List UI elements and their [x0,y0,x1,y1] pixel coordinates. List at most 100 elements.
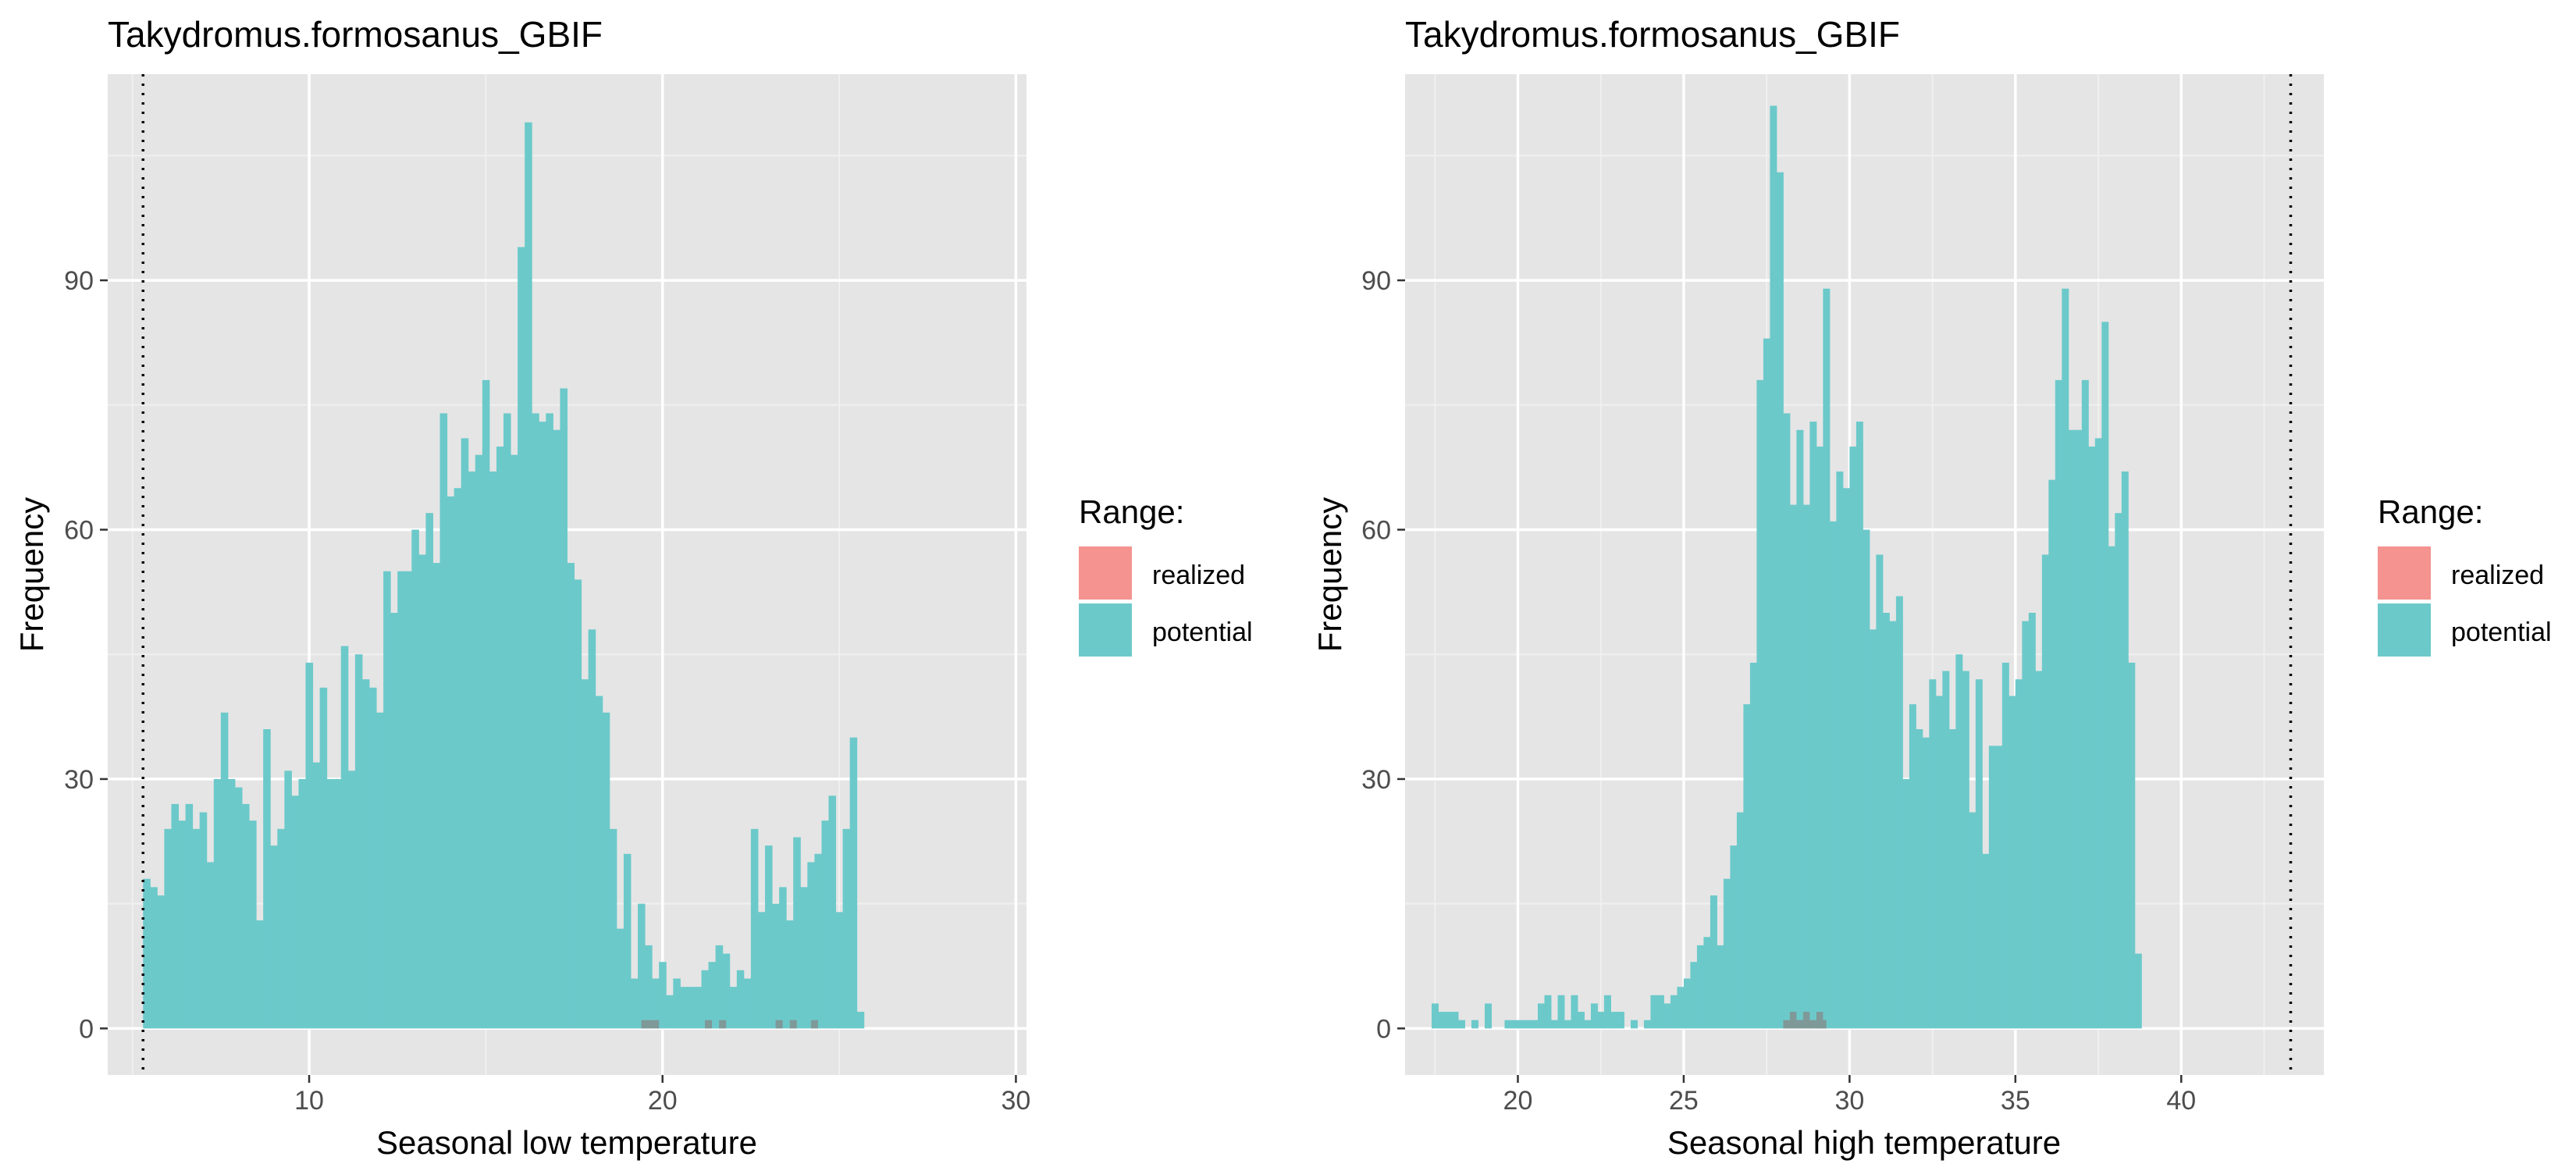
histogram-bar-potential [772,903,780,1029]
histogram-bar-potential [659,962,667,1029]
x-tick-label: 40 [2166,1086,2196,1116]
histogram-bar-potential [2081,379,2089,1029]
histogram-bar-potential [1571,995,1578,1029]
histogram-bar-potential [1863,529,1870,1029]
histogram-bar-potential [1544,995,1552,1029]
chart-1-y-axis-label: Frequency [13,497,50,652]
histogram-bar-potential [708,962,717,1029]
histogram-bar-potential [779,887,787,1029]
histogram-bar-potential [1842,488,1850,1029]
histogram-bar-potential [1597,1012,1605,1029]
chart-1-legend: Range: realized potential [1079,493,1253,657]
histogram-bar-potential [1995,746,2003,1029]
histogram-bar-potential [418,554,426,1029]
histogram-bar-potential [2062,288,2069,1029]
histogram-bar-potential [1590,1003,1598,1029]
histogram-bar-potential [1789,504,1797,1029]
histogram-bar-potential [298,778,307,1029]
histogram-bar-potential [178,820,187,1029]
chart-2-legend-title: Range: [2378,493,2483,530]
histogram-bar-potential [1922,737,1930,1029]
histogram-bar-potential [1809,422,1817,1029]
histogram-bar-potential [1451,1012,1459,1029]
histogram-bar-potential [312,762,321,1029]
histogram-bar-potential [525,122,532,1029]
chart-panel-2: Takydromus.formosanus_GBIF 20 25 30 35 40 0 3… [1311,14,2552,1161]
histogram-bar-potential [1517,1020,1525,1029]
y-tick-label: 90 [64,266,94,296]
histogram-bar-potential [1756,379,1764,1029]
histogram-bar-potential [1856,422,1863,1029]
histogram-bar-potential [2108,546,2115,1029]
histogram-bar-potential [319,687,328,1029]
histogram-bar-potential [581,679,589,1029]
histogram-bar-potential [856,1012,865,1029]
histogram-bar-potential [842,828,851,1029]
histogram-bar-potential [2001,662,2009,1029]
histogram-bar-potential [354,654,363,1029]
histogram-bar-potential [1730,845,1738,1029]
histogram-bar-potential [213,778,222,1029]
x-tick-label: 20 [648,1086,678,1116]
histogram-bar-potential [454,488,462,1029]
histogram-bar-potential [765,845,773,1029]
chart-1-title: Takydromus.formosanus_GBIF [108,14,603,55]
histogram-bar-potential [1796,429,1804,1029]
histogram-bar-potential [623,853,632,1029]
histogram-bar-potential [1802,504,1810,1029]
histogram-bar-overlap [789,1020,797,1029]
x-tick-label: 30 [1834,1086,1864,1116]
histogram-bar-potential [1783,413,1791,1029]
histogram-bar-potential [2121,471,2129,1029]
x-tick-label: 20 [1503,1086,1533,1116]
histogram-bar-potential [227,778,236,1029]
histogram-bar-potential [2008,696,2016,1029]
histogram-bar-potential [2041,554,2049,1029]
histogram-bar-potential [206,862,215,1029]
histogram-bar-potential [1982,853,1990,1029]
histogram-bar-potential [638,903,646,1029]
histogram-bar-potential [687,987,695,1029]
histogram-bar-potential [333,778,342,1029]
histogram-bar-potential [447,496,455,1029]
histogram-bar-potential [2094,438,2102,1029]
histogram-bar-potential [532,413,539,1029]
chart-1-legend-title: Range: [1079,493,1184,530]
histogram-bar-potential [1650,995,1658,1029]
histogram-bar-potential [666,995,674,1029]
histogram-bar-potential [1969,812,1976,1029]
chart-2-bars [1431,105,2142,1029]
histogram-bar-potential [1723,878,1731,1029]
histogram-bar-potential [1869,629,1877,1029]
histogram-bar-potential [2055,379,2062,1029]
histogram-bar-potential [1736,812,1744,1029]
histogram-bar-potential [1935,696,1943,1029]
histogram-bar-potential [432,563,441,1029]
histogram-bar-potential [1955,654,1963,1029]
histogram-bar-potential [800,887,808,1029]
histogram-bar-overlap [705,1020,713,1029]
chart-2-legend-label-realized: realized [2451,561,2544,590]
histogram-bar-potential [383,571,391,1029]
chart-2-y-axis-label: Frequency [1311,497,1348,652]
histogram-bar-potential [242,803,250,1029]
y-tick-label: 60 [1361,516,1391,546]
histogram-bar-potential [482,379,490,1029]
chart-1-bars [143,122,865,1029]
histogram-bar-potential [150,887,158,1029]
chart-1-legend-label-potential: potential [1152,618,1253,647]
histogram-bar-potential [2134,953,2142,1029]
histogram-bar-potential [652,978,660,1029]
chart-2-overlap-bars [1783,1012,1827,1029]
histogram-bar-potential [411,529,419,1029]
chart-2-x-axis-label: Seasonal high temperature [1667,1124,2061,1161]
histogram-bar-potential [546,413,553,1029]
histogram-bar-potential [1823,288,1831,1029]
histogram-bar-overlap [775,1020,783,1029]
histogram-bar-potential [404,571,412,1029]
histogram-bar-potential [602,712,610,1029]
histogram-bar-potential [743,978,752,1029]
chart-1-legend-key-potential [1079,603,1132,657]
chart-2-y-ticks: 0 30 60 90 [1361,266,1405,1044]
